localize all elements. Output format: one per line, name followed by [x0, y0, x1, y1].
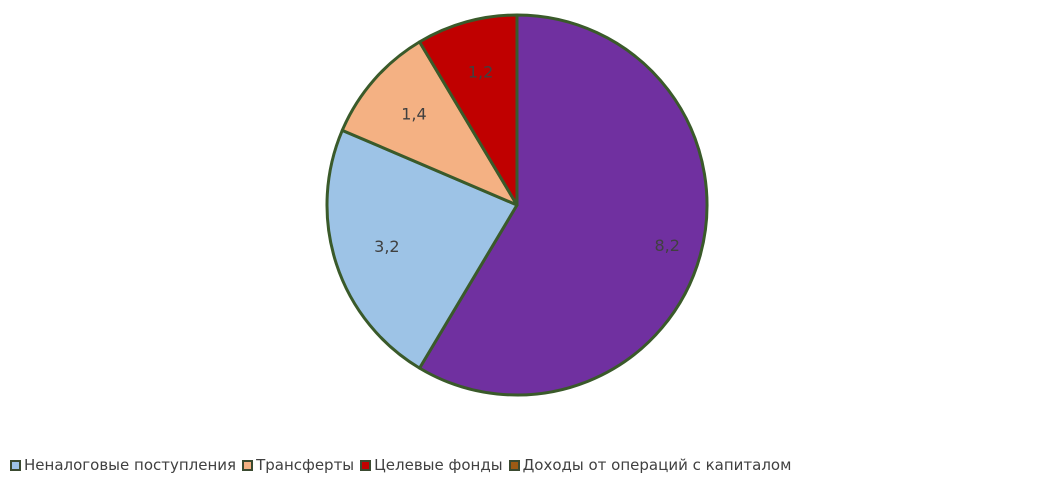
legend-swatch-capital-income: [508, 459, 520, 471]
legend-swatch-nontax: [10, 459, 21, 471]
legend: Неналоговые поступления Трансферты Целев…: [10, 456, 797, 474]
legend-swatch-transfers: [242, 459, 254, 471]
legend-label-capital-income: Доходы от операций с капиталом: [522, 456, 792, 474]
legend-item-target-funds[interactable]: Целевые фонды: [360, 456, 503, 474]
pie-slices: [325, 13, 709, 397]
pie-data-labels: 8,2 3,2 1,4 1,2: [374, 63, 680, 256]
legend-swatch-target-funds: [360, 459, 372, 471]
pie-data-label-1: 3,2: [374, 237, 399, 256]
legend-label-transfers: Трансферты: [256, 456, 355, 474]
pie-data-label-0: 8,2: [654, 236, 679, 255]
legend-item-transfers[interactable]: Трансферты: [242, 456, 354, 474]
legend-label-target-funds: Целевые фонды: [374, 456, 503, 474]
legend-item-nontax[interactable]: Неналоговые поступления: [10, 456, 236, 474]
pie-data-label-2: 1,4: [401, 104, 426, 123]
pie-slice-0[interactable]: [418, 13, 709, 397]
pie-slice-1[interactable]: [325, 128, 519, 370]
pie-slice-3[interactable]: [418, 13, 519, 207]
pie-slice-2[interactable]: [340, 40, 519, 207]
legend-label-nontax: Неналоговые поступления: [24, 456, 237, 474]
legend-item-capital-income[interactable]: Доходы от операций с капиталом: [508, 456, 792, 474]
pie-data-label-3: 1,2: [468, 63, 493, 82]
